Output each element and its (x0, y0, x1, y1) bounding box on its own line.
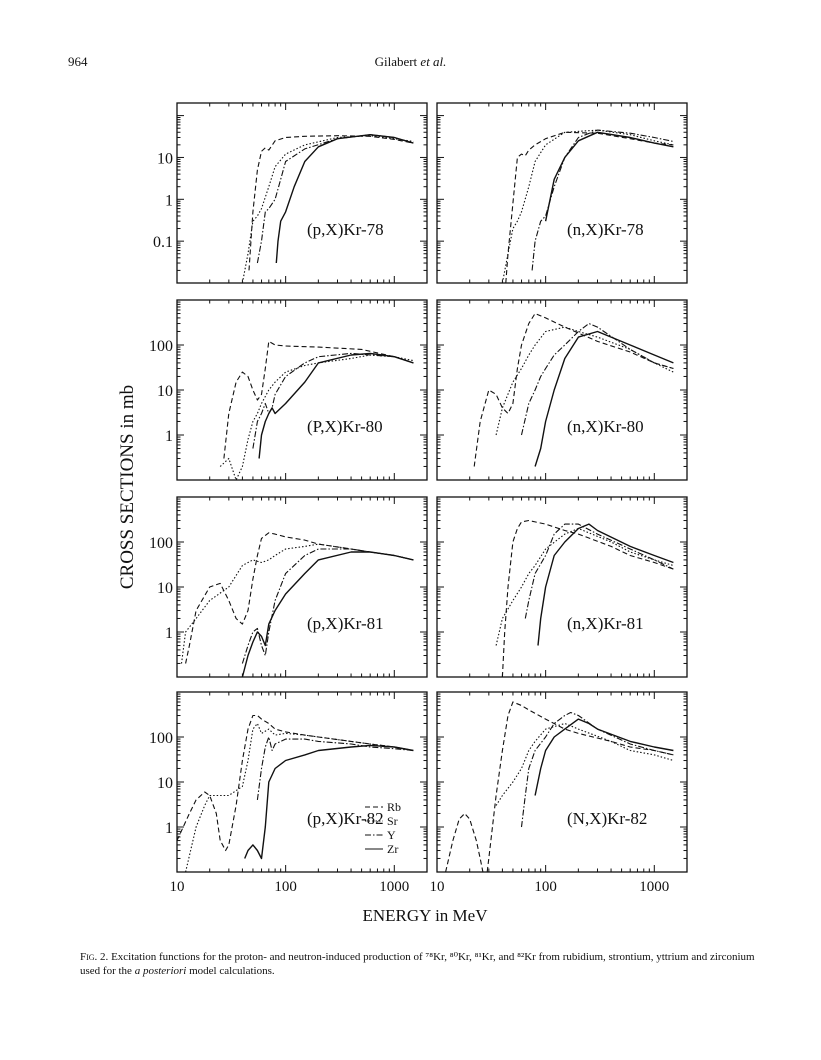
series-line-rb (185, 532, 414, 664)
caption-italic: a posteriori (134, 965, 187, 977)
chart-panel-4: (n,X)Kr-80 (436, 299, 688, 481)
panel-frame (436, 102, 688, 284)
y-tick-label: 0.1 (153, 234, 173, 251)
page-number: 964 (68, 54, 88, 69)
panel-frame (176, 102, 428, 284)
series-line-sr (495, 326, 674, 436)
legend-label-zr: Zr (387, 842, 398, 856)
series-line-rb (223, 340, 414, 459)
series-line-y (520, 711, 674, 828)
panel-frame (176, 496, 428, 678)
y-tick-label: 100 (149, 338, 173, 355)
chart-panel-8: (N,X)Kr-82 10 100 1000 (430, 691, 688, 895)
series-line-zr (244, 744, 414, 860)
chart-panel-5: 100 10 1 (p,X)Kr-81 (149, 496, 428, 678)
y-tick-label: 1 (165, 625, 173, 642)
x-axis-label: ENERGY in MeV (363, 906, 489, 925)
chart-panel-2: (n,X)Kr-78 (436, 102, 688, 284)
series-group (180, 532, 414, 677)
series-line-rb (177, 714, 414, 852)
panel-title: (n,X)Kr-78 (567, 220, 644, 239)
series-group (445, 701, 674, 872)
series-line-sr (501, 129, 674, 283)
series-line-zr (275, 133, 414, 264)
series-line-rb (501, 519, 674, 677)
panel-title: (n,X)Kr-81 (567, 614, 644, 633)
series-line-y (524, 523, 674, 619)
series-line-y (252, 352, 414, 449)
caption-text: Excitation functions for the proton- and… (80, 951, 755, 977)
panel-title: (P,X)Kr-80 (307, 417, 383, 436)
series-group (473, 312, 674, 467)
panel-title: (p,X)Kr-81 (307, 614, 384, 633)
chart-panel-6: (n,X)Kr-81 (436, 496, 688, 678)
figure-caption: Fig. 2. Excitation functions for the pro… (80, 950, 760, 978)
series-line-zr (544, 131, 674, 222)
panel-title: (N,X)Kr-82 (567, 809, 647, 828)
y-tick-label: 100 (149, 535, 173, 552)
y-tick-label: 100 (149, 730, 173, 747)
figure-excitation-functions: 10 1 0.1 (p,X)Kr-78 (n,X)Kr-78 100 10 1 (P,X)Kr-… (117, 102, 688, 925)
series-line-y (531, 129, 674, 271)
y-tick-label: 10 (157, 775, 173, 792)
series-line-y (256, 736, 414, 800)
y-tick-label: 1 (165, 428, 173, 445)
x-tick-label: 100 (274, 879, 297, 895)
y-axis-label: CROSS SECTIONS in mb (117, 385, 138, 589)
series-line-zr (534, 330, 674, 467)
series-line-y (520, 322, 674, 436)
series-line-sr (495, 527, 674, 646)
y-tick-label: 1 (165, 192, 173, 209)
y-tick-label: 10 (157, 150, 173, 167)
legend-label-rb: Rb (387, 800, 401, 814)
running-head-etal: et al. (420, 54, 447, 69)
series-line-zr (534, 718, 674, 796)
panel-title: (n,X)Kr-80 (567, 417, 644, 436)
series-group (495, 519, 674, 677)
y-tick-label: 1 (165, 820, 173, 837)
y-tick-label: 10 (157, 580, 173, 597)
running-head: Gilabert et al. (0, 54, 821, 70)
series-line-zr (258, 352, 414, 459)
panel-frame (176, 299, 428, 481)
running-head-authors: Gilabert (374, 54, 418, 69)
x-tick-label: 10 (170, 879, 185, 895)
series-line-y (256, 134, 414, 264)
series-line-zr (241, 551, 414, 677)
chart-panel-1: 10 1 0.1 (p,X)Kr-78 (153, 102, 428, 284)
caption-text-end: model calculations. (186, 965, 275, 977)
series-group (219, 340, 414, 480)
series-group (177, 714, 414, 872)
series-group (501, 129, 674, 283)
panel-group: 10 1 0.1 (p,X)Kr-78 (n,X)Kr-78 100 10 1 (P,X)Kr-… (149, 102, 688, 895)
panel-frame (436, 691, 688, 873)
series-line-rb (505, 131, 674, 283)
x-tick-label: 10 (430, 879, 445, 895)
x-tick-label: 1000 (379, 879, 409, 895)
series-line-y (241, 548, 414, 664)
x-tick-label: 100 (534, 879, 557, 895)
panel-frame (436, 496, 688, 678)
panel-title: (p,X)Kr-78 (307, 220, 384, 239)
series-line-sr (185, 722, 414, 872)
x-tick-label: 1000 (639, 879, 669, 895)
series-line-rb (248, 135, 414, 271)
series-group (241, 133, 414, 283)
y-tick-label: 10 (157, 383, 173, 400)
panel-title: (p,X)Kr-82 (307, 809, 384, 828)
panel-frame (436, 299, 688, 481)
series-line-sr (495, 722, 674, 806)
series-line-rb (445, 701, 674, 872)
series-line-sr (219, 354, 414, 480)
series-line-rb (473, 312, 674, 467)
legend-label-sr: Sr (387, 814, 398, 828)
chart-panel-3: 100 10 1 (P,X)Kr-80 (149, 299, 428, 481)
caption-fig-label: Fig. 2. (80, 951, 109, 963)
series-line-zr (537, 523, 674, 646)
legend-label-y: Y (387, 828, 396, 842)
series-line-sr (180, 543, 414, 664)
